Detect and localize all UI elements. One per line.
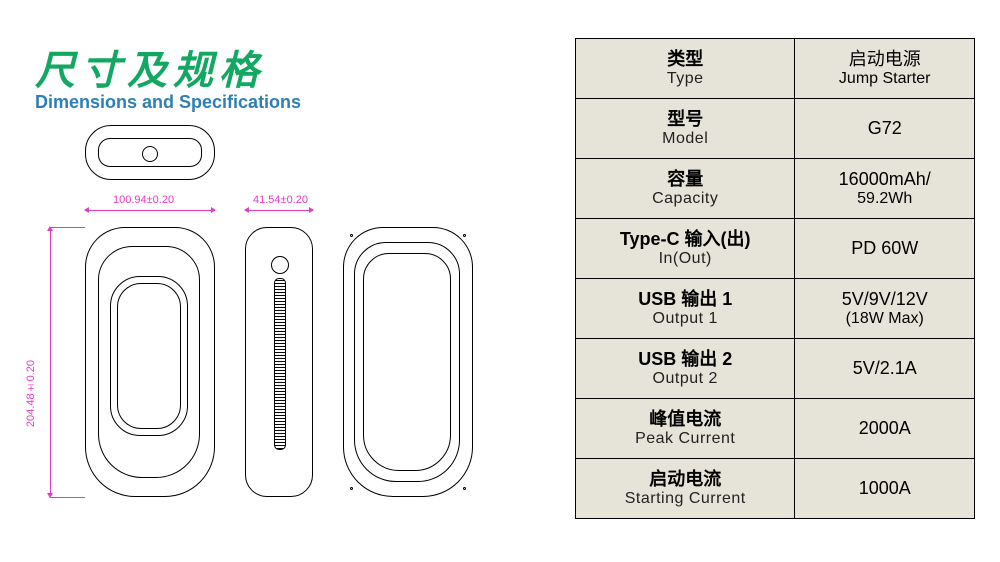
spec-value-main: 2000A xyxy=(801,418,968,439)
spec-table: 类型 Type 启动电源 Jump Starter 型号 Model G72 容… xyxy=(575,38,975,519)
screw-dot-icon xyxy=(350,234,353,237)
spec-label-cell: 峰值电流 Peak Current xyxy=(576,399,795,459)
screw-dot-icon xyxy=(350,487,353,490)
spec-value-main: 启动电源 xyxy=(801,49,968,70)
extension-line xyxy=(50,497,85,498)
spec-value-cell: 1000A xyxy=(795,459,975,519)
extension-line xyxy=(50,227,85,228)
spec-label-cell: USB 输出 2 Output 2 xyxy=(576,339,795,399)
spec-label-cn: USB 输出 2 xyxy=(582,349,788,370)
spec-value-cell: 2000A xyxy=(795,399,975,459)
spec-label-cn: 型号 xyxy=(582,109,788,130)
table-row: Type-C 输入(出) In(Out) PD 60W xyxy=(576,219,975,279)
spec-value-cell: 5V/9V/12V (18W Max) xyxy=(795,279,975,339)
spec-label-en: Output 2 xyxy=(582,370,788,388)
spec-label-en: Output 1 xyxy=(582,310,788,328)
screw-dot-icon xyxy=(463,487,466,490)
spec-value-main: 1000A xyxy=(801,478,968,499)
spec-label-en: Starting Current xyxy=(582,490,788,508)
spec-value-sub: Jump Starter xyxy=(801,70,968,88)
device-side-view xyxy=(245,227,313,497)
spec-label-cell: USB 输出 1 Output 1 xyxy=(576,279,795,339)
spec-value-cell: PD 60W xyxy=(795,219,975,279)
spec-label-cell: Type-C 输入(出) In(Out) xyxy=(576,219,795,279)
spec-value-main: G72 xyxy=(801,118,968,139)
spec-value-cell: 5V/2.1A xyxy=(795,339,975,399)
spec-value-cell: G72 xyxy=(795,99,975,159)
spec-value-sub: (18W Max) xyxy=(801,310,968,328)
table-row: 启动电流 Starting Current 1000A xyxy=(576,459,975,519)
spec-label-cn: USB 输出 1 xyxy=(582,289,788,310)
table-row: 容量 Capacity 16000mAh/ 59.2Wh xyxy=(576,159,975,219)
spec-value-main: 5V/2.1A xyxy=(801,358,968,379)
spec-value-cell: 16000mAh/ 59.2Wh xyxy=(795,159,975,219)
spec-label-en: In(Out) xyxy=(582,250,788,268)
table-row: 类型 Type 启动电源 Jump Starter xyxy=(576,39,975,99)
title-english: Dimensions and Specifications xyxy=(35,92,301,113)
spec-label-cell: 类型 Type xyxy=(576,39,795,99)
technical-drawings: 100.94±0.20 41.54±0.20 204.48±0.20 xyxy=(35,120,555,530)
device-top-view xyxy=(85,125,215,180)
device-back-inner xyxy=(354,242,460,482)
dimension-depth-line xyxy=(245,210,313,211)
spec-value-cell: 启动电源 Jump Starter xyxy=(795,39,975,99)
table-row: USB 输出 2 Output 2 5V/2.1A xyxy=(576,339,975,399)
device-front-view xyxy=(85,227,215,497)
spec-label-en: Type xyxy=(582,70,788,88)
spec-value-main: PD 60W xyxy=(801,238,968,259)
spec-label-en: Capacity xyxy=(582,190,788,208)
title-chinese: 尺寸及规格 xyxy=(35,38,301,96)
spec-label-cn: 启动电流 xyxy=(582,469,788,490)
dimension-height-line xyxy=(50,227,51,497)
device-back-view xyxy=(343,227,473,497)
spec-label-en: Model xyxy=(582,130,788,148)
table-row: 峰值电流 Peak Current 2000A xyxy=(576,399,975,459)
spec-value-main: 5V/9V/12V xyxy=(801,289,968,310)
spec-table-body: 类型 Type 启动电源 Jump Starter 型号 Model G72 容… xyxy=(576,39,975,519)
dimension-width-label: 100.94±0.20 xyxy=(113,194,174,206)
spec-value-main: 16000mAh/ xyxy=(801,169,968,190)
spec-label-cell: 容量 Capacity xyxy=(576,159,795,219)
dimension-depth-label: 41.54±0.20 xyxy=(253,194,308,206)
spec-label-cn: Type-C 输入(出) xyxy=(582,229,788,250)
screw-dot-icon xyxy=(463,234,466,237)
table-row: USB 输出 1 Output 1 5V/9V/12V (18W Max) xyxy=(576,279,975,339)
spec-value-sub: 59.2Wh xyxy=(801,190,968,208)
spec-label-cn: 峰值电流 xyxy=(582,409,788,430)
spec-label-cell: 启动电流 Starting Current xyxy=(576,459,795,519)
dimension-height-label: 204.48±0.20 xyxy=(25,360,37,427)
device-front-screen xyxy=(110,276,188,436)
table-row: 型号 Model G72 xyxy=(576,99,975,159)
spec-label-cell: 型号 Model xyxy=(576,99,795,159)
spec-label-cn: 容量 xyxy=(582,169,788,190)
title-block: 尺寸及规格 Dimensions and Specifications xyxy=(35,38,301,113)
spec-label-en: Peak Current xyxy=(582,430,788,448)
dimension-width-line xyxy=(85,210,215,211)
spec-label-cn: 类型 xyxy=(582,49,788,70)
